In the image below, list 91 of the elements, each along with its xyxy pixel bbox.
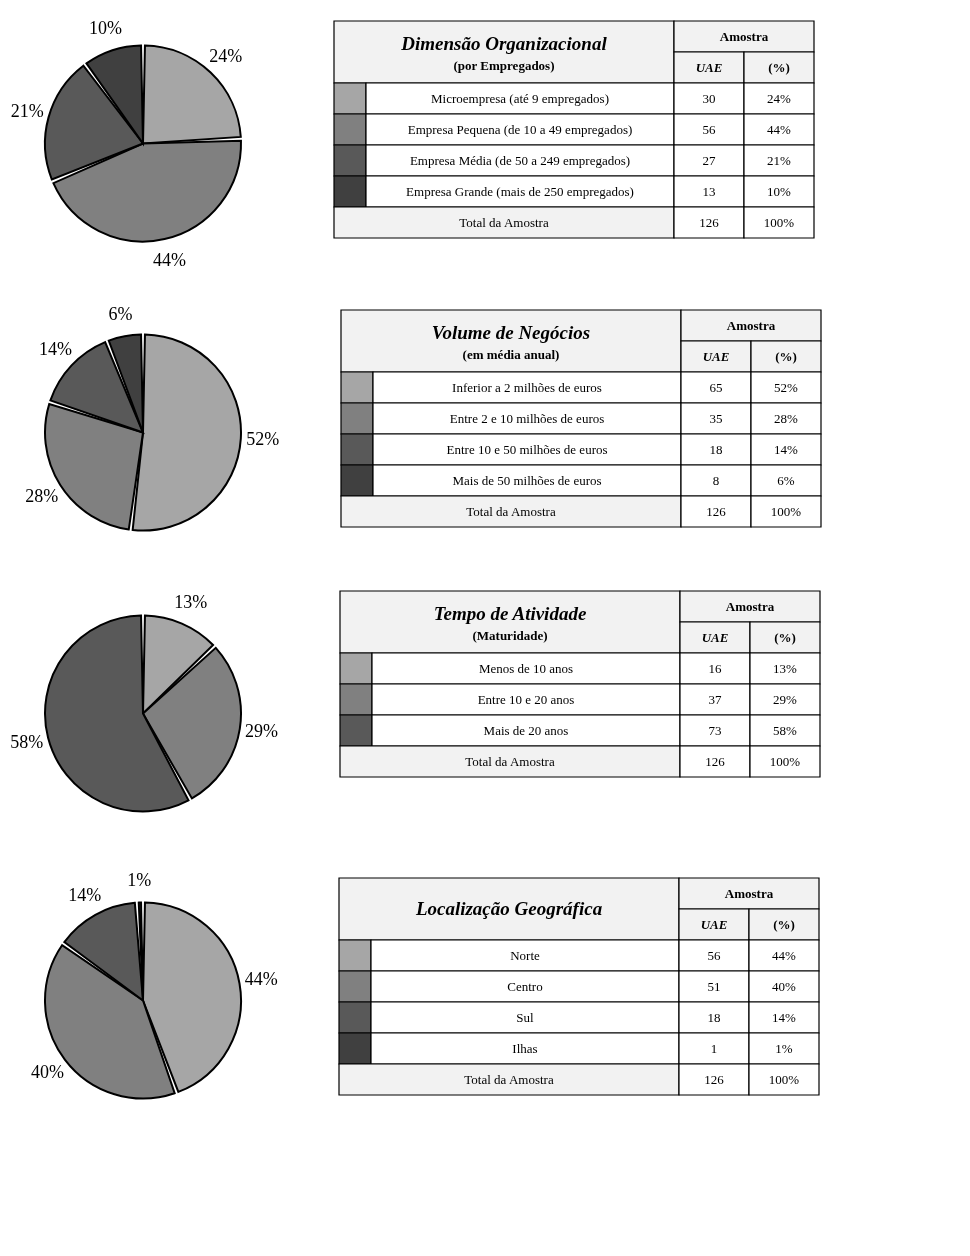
category-label: Centro <box>507 978 543 994</box>
text: Amostra <box>719 28 769 44</box>
text: Total da Amostra <box>465 753 555 769</box>
category-label: Inferior a 2 milhões de euros <box>452 379 602 395</box>
text: Localização Geográfica <box>414 898 603 919</box>
text: (por Empregados) <box>453 57 555 73</box>
data-label: 10% <box>89 18 123 39</box>
text: Amostra <box>724 885 774 901</box>
data-label: 6% <box>108 303 133 324</box>
category-label: Norte <box>510 947 541 963</box>
category-label: Ilhas <box>512 1040 538 1056</box>
text: 126 <box>699 214 720 230</box>
data-label: 56 <box>702 121 716 137</box>
data-label: 40% <box>31 1062 65 1083</box>
data-label: 73 <box>708 722 722 738</box>
text: Total da Amostra <box>464 1071 554 1087</box>
data-label: 24% <box>209 45 243 66</box>
category-label: Empresa Grande (mais de 250 empregados) <box>406 183 634 199</box>
text: 13% <box>773 660 798 676</box>
data-label: 1 <box>710 1040 718 1056</box>
text: UAE <box>700 916 728 932</box>
category-label: Entre 2 e 10 milhões de euros <box>449 410 605 426</box>
category-label: Microempresa (até 9 empregados) <box>431 90 609 106</box>
text: Dimensão Organizacional <box>400 33 608 55</box>
text: (em média anual) <box>462 346 560 362</box>
text: 1% <box>775 1040 793 1056</box>
data-label: 58% <box>10 732 44 753</box>
category-label: Sul <box>516 1009 535 1025</box>
data-label: 35 <box>709 410 723 426</box>
text: 40% <box>772 978 797 994</box>
text: 126 <box>705 753 726 769</box>
text: 28% <box>774 410 799 426</box>
text: 24% <box>767 90 792 106</box>
category-label: Menos de 10 anos <box>478 660 574 676</box>
text: 29% <box>773 691 798 707</box>
text: 58% <box>773 722 798 738</box>
data-label: 1% <box>127 869 152 890</box>
category-label: Mais de 50 milhões de euros <box>452 472 602 488</box>
data-label: 21% <box>10 100 44 121</box>
data-label: 52% <box>246 429 280 450</box>
category-label: Empresa Pequena (de 10 a 49 empregados) <box>407 121 633 137</box>
text: 6% <box>777 472 795 488</box>
text: 126 <box>706 503 727 519</box>
text: 126 <box>704 1071 725 1087</box>
text: Volume de Negócios <box>431 322 591 344</box>
text: 10% <box>767 183 792 199</box>
data-label: 14% <box>39 339 73 360</box>
text: Total da Amostra <box>466 503 556 519</box>
category-label: Entre 10 e 50 milhões de euros <box>446 441 608 457</box>
data-label: 18 <box>709 441 723 457</box>
text: Tempo de Atividade <box>433 603 587 625</box>
data-label: 44% <box>152 249 186 270</box>
text: 100% <box>763 214 795 230</box>
data-label: 51 <box>707 978 721 994</box>
data-label: 65 <box>709 379 723 395</box>
text: UAE <box>695 59 723 75</box>
data-label: 30 <box>702 90 716 106</box>
text: UAE <box>702 348 730 364</box>
text: (%) <box>773 916 795 932</box>
text: (%) <box>775 348 797 364</box>
text: 21% <box>767 152 792 168</box>
text: 44% <box>767 121 792 137</box>
category-label: Mais de 20 anos <box>483 722 569 738</box>
text: UAE <box>701 629 729 645</box>
text: 14% <box>772 1009 797 1025</box>
text: (Maturidade) <box>472 627 548 643</box>
text: (%) <box>774 629 796 645</box>
text: (%) <box>768 59 790 75</box>
data-label: 13% <box>174 592 208 613</box>
category-label: Empresa Média (de 50 a 249 empregados) <box>409 152 631 168</box>
data-label: 29% <box>245 721 279 742</box>
text: 100% <box>768 1071 800 1087</box>
data-label: 18 <box>707 1009 721 1025</box>
text: Amostra <box>725 598 775 614</box>
category-label: Entre 10 e 20 anos <box>477 691 575 707</box>
data-label: 27 <box>702 152 716 168</box>
data-label: 28% <box>25 485 59 506</box>
text: Amostra <box>726 317 776 333</box>
data-label: 14% <box>68 884 102 905</box>
text: Total da Amostra <box>459 214 549 230</box>
data-label: 37 <box>708 691 722 707</box>
data-label: 44% <box>244 968 278 989</box>
data-label: 56 <box>707 947 721 963</box>
text: 14% <box>774 441 799 457</box>
data-label: 16 <box>708 660 722 676</box>
text: 100% <box>769 753 801 769</box>
data-label: 8 <box>712 472 720 488</box>
text: 52% <box>774 379 799 395</box>
data-label: 13 <box>702 183 716 199</box>
text: 44% <box>772 947 797 963</box>
text: 100% <box>770 503 802 519</box>
